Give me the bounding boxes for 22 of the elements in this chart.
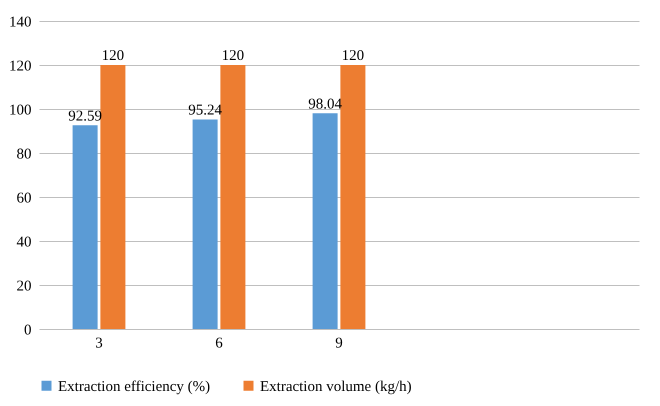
legend-label: Extraction volume (kg/h) bbox=[260, 378, 412, 395]
y-tick-label: 40 bbox=[16, 234, 32, 250]
y-tick-label: 100 bbox=[9, 102, 32, 118]
bar bbox=[192, 119, 218, 329]
y-tick-label: 20 bbox=[16, 278, 32, 294]
y-tick-label: 120 bbox=[9, 58, 32, 74]
bar bbox=[340, 65, 366, 329]
bar bbox=[100, 65, 126, 329]
bar bbox=[312, 113, 338, 329]
data-label: 120 bbox=[102, 48, 124, 64]
x-tick-label: 9 bbox=[335, 336, 343, 352]
bar bbox=[72, 125, 98, 329]
y-tick-label: 140 bbox=[9, 14, 32, 30]
y-tick-label: 80 bbox=[16, 146, 32, 162]
x-tick-label: 6 bbox=[215, 336, 224, 352]
x-tick-label: 3 bbox=[95, 336, 103, 352]
data-label: 120 bbox=[342, 48, 364, 64]
y-tick-label: 60 bbox=[16, 190, 32, 206]
bar bbox=[220, 65, 246, 329]
legend-label: Extraction efficiency (%) bbox=[58, 378, 210, 395]
data-label: 120 bbox=[222, 48, 244, 64]
y-tick-label: 0 bbox=[24, 322, 32, 338]
